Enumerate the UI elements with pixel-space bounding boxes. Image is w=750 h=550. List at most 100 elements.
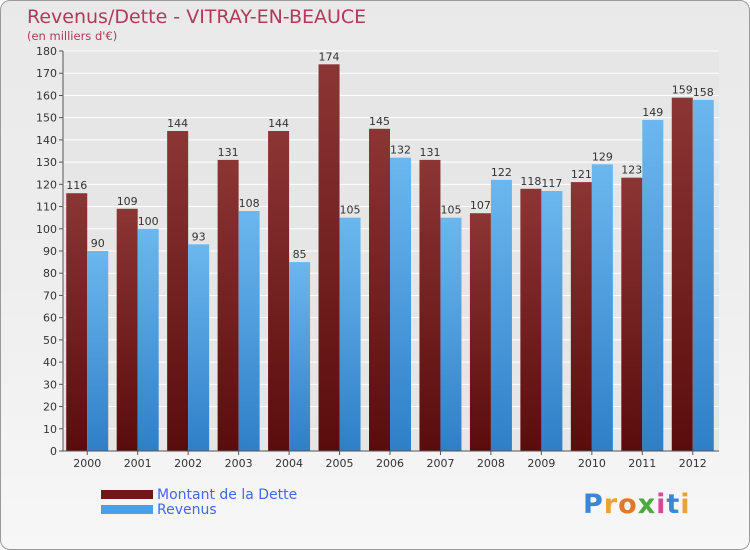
bar-chart: 0 10 20 30 40 50 60 70 80 90 100 110 120 130 140 150 160… <box>36 45 719 470</box>
x-tick-label: 2001 <box>124 457 152 470</box>
y-tick-label: 150 <box>36 112 57 125</box>
chart-subtitle: (en milliers d'€) <box>27 29 118 43</box>
x-tick-label: 2008 <box>477 457 505 470</box>
data-label-dette: 123 <box>621 164 642 177</box>
data-label-dette: 174 <box>319 50 340 63</box>
data-label-revenus: 117 <box>541 177 562 190</box>
bar-dette <box>520 188 542 451</box>
legend-label-dette: Montant de la Dette <box>157 486 298 503</box>
data-label-revenus: 108 <box>239 197 260 210</box>
bar-revenus <box>289 262 311 451</box>
bar-dette <box>318 64 340 452</box>
data-label-dette: 131 <box>218 146 239 159</box>
y-tick-label: 10 <box>43 423 57 436</box>
x-tick-label: 2005 <box>326 457 354 470</box>
y-tick-label: 120 <box>36 178 57 191</box>
data-label-revenus: 158 <box>693 86 714 99</box>
y-tick-label: 140 <box>36 134 57 147</box>
data-label-dette: 116 <box>66 179 87 192</box>
data-label-dette: 107 <box>470 199 491 212</box>
bar-revenus <box>490 179 512 451</box>
data-label-dette: 131 <box>419 146 440 159</box>
logo-letter: t <box>666 489 681 520</box>
bar-dette <box>469 213 491 451</box>
bar-revenus <box>440 217 462 451</box>
bar-dette <box>66 193 88 451</box>
legend-swatch-revenus <box>101 505 153 514</box>
data-label-revenus: 105 <box>440 204 461 217</box>
y-tick-label: 40 <box>43 356 57 369</box>
data-label-revenus: 132 <box>390 144 411 157</box>
data-label-revenus: 90 <box>91 237 105 250</box>
bar-dette <box>419 159 441 451</box>
y-tick-label: 80 <box>43 267 57 280</box>
bar-dette <box>369 128 390 451</box>
x-tick-label: 2000 <box>73 457 101 470</box>
logo-letter: i <box>680 489 691 520</box>
bar-revenus <box>87 251 109 451</box>
data-label-revenus: 100 <box>138 215 159 228</box>
y-tick-label: 180 <box>36 45 57 58</box>
x-tick-label: 2004 <box>275 457 303 470</box>
bar-dette <box>268 131 290 451</box>
bar-dette <box>621 177 643 451</box>
chart-title: Revenus/Dette - VITRAY-EN-BEAUCE <box>27 6 367 28</box>
bar-revenus <box>188 244 210 451</box>
data-label-dette: 145 <box>369 115 390 128</box>
bar-revenus <box>238 211 260 451</box>
y-tick-label: 100 <box>36 223 57 236</box>
x-tick-label: 2010 <box>578 457 606 470</box>
x-tick-label: 2007 <box>426 457 454 470</box>
x-tick-label: 2002 <box>174 457 202 470</box>
bar-dette <box>167 131 189 451</box>
data-label-dette: 118 <box>520 175 541 188</box>
x-tick-label: 2012 <box>679 457 707 470</box>
y-tick-label: 170 <box>36 67 57 80</box>
logo-letter: i <box>656 489 667 520</box>
x-tick-label: 2006 <box>376 457 404 470</box>
y-tick-label: 0 <box>50 445 57 458</box>
logo-letter: r <box>603 489 619 520</box>
data-label-revenus: 149 <box>642 106 663 119</box>
bar-revenus <box>137 228 159 451</box>
x-tick-label: 2011 <box>628 457 656 470</box>
y-axis: 0 10 20 30 40 50 60 70 80 90 100 110 120 130 140 150 160… <box>36 45 64 458</box>
y-tick-label: 130 <box>36 156 57 169</box>
bar-revenus <box>390 157 411 451</box>
legend-swatch-dette <box>101 490 153 499</box>
bar-revenus <box>591 164 613 452</box>
x-tick-label: 2009 <box>527 457 555 470</box>
bar-dette <box>116 208 138 451</box>
bar-dette <box>671 97 693 452</box>
logo-letter: x <box>637 489 657 520</box>
bars <box>66 64 714 452</box>
legend-label-revenus: Revenus <box>157 501 217 518</box>
data-label-dette: 109 <box>117 195 138 208</box>
legend-item-revenus: Revenus <box>101 501 297 518</box>
proxiti-logo: Proxiti <box>583 489 691 520</box>
y-tick-label: 70 <box>43 289 57 302</box>
legend: Montant de la Dette Revenus <box>101 486 298 518</box>
bar-revenus <box>339 217 361 451</box>
data-label-revenus: 122 <box>491 166 512 179</box>
bar-dette <box>217 159 239 451</box>
data-label-dette: 144 <box>268 117 289 130</box>
y-tick-label: 110 <box>36 201 57 214</box>
data-label-revenus: 105 <box>340 204 361 217</box>
logo-letter: o <box>618 489 638 520</box>
data-label-dette: 159 <box>672 84 693 97</box>
x-tick-label: 2003 <box>225 457 253 470</box>
data-label-dette: 144 <box>167 117 188 130</box>
bar-revenus <box>692 99 714 451</box>
data-label-dette: 121 <box>571 168 592 181</box>
y-tick-label: 90 <box>43 245 57 258</box>
x-axis: 2000 2001 2002 2003 2004 2005 2006 2007 2008 2009… <box>63 450 719 470</box>
y-tick-label: 20 <box>43 401 57 414</box>
data-label-revenus: 85 <box>293 248 307 261</box>
y-tick-label: 60 <box>43 312 57 325</box>
data-label-revenus: 93 <box>192 230 206 243</box>
data-label-revenus: 129 <box>592 150 613 163</box>
y-tick-label: 160 <box>36 89 57 102</box>
